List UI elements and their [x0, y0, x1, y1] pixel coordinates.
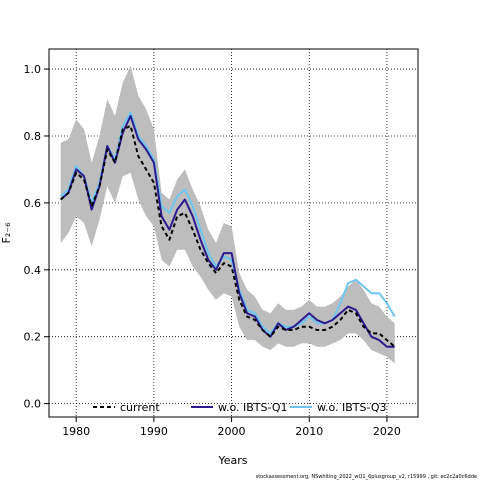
x-tick-label: 2010 — [295, 425, 323, 438]
y-tick-label: 0.2 — [24, 331, 42, 344]
confidence-band — [60, 65, 395, 364]
y-tick-label: 0.8 — [24, 130, 42, 143]
x-axis: 1980 1990 2000 2010 2020 — [62, 417, 401, 438]
legend-label-1: w.o. IBTS-Q1 — [218, 401, 288, 414]
x-tick-label: 2000 — [218, 425, 246, 438]
x-tick-label: 2020 — [373, 425, 401, 438]
footnote: stockassessment.org, NSwhiting_2022_wQ1_… — [256, 474, 477, 480]
y-tick-label: 0.6 — [24, 197, 42, 210]
y-axis: 0.0 0.2 0.4 0.6 0.8 1.0 — [24, 63, 49, 411]
legend-label-0: current — [120, 401, 160, 414]
y-axis-title: F₂₋₆ — [0, 222, 13, 244]
series-lines — [60, 111, 396, 348]
plot-frame — [48, 48, 419, 418]
x-axis-title: Years — [217, 454, 247, 467]
x-tick-label: 1980 — [62, 425, 90, 438]
y-tick-label: 0.4 — [24, 264, 42, 277]
y-tick-label: 0.0 — [24, 398, 42, 411]
legend: current w.o. IBTS-Q1 w.o. IBTS-Q3 — [93, 401, 387, 414]
x-tick-label: 1990 — [140, 425, 168, 438]
series-line-0 — [60, 124, 396, 348]
plot-background — [49, 49, 418, 417]
y-tick-label: 1.0 — [24, 63, 42, 76]
legend-label-2: w.o. IBTS-Q3 — [317, 401, 387, 414]
